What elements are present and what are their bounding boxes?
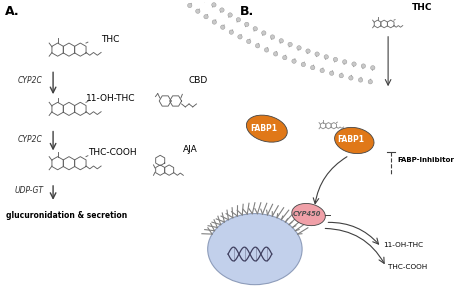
Circle shape: [273, 52, 278, 56]
Ellipse shape: [246, 115, 287, 142]
Text: UDP-GT: UDP-GT: [14, 186, 43, 195]
Text: THC: THC: [412, 3, 432, 12]
Text: A.: A.: [5, 5, 20, 18]
Circle shape: [349, 76, 353, 80]
Ellipse shape: [208, 214, 302, 285]
Circle shape: [180, 0, 184, 2]
Circle shape: [288, 42, 292, 47]
Circle shape: [236, 17, 241, 22]
Circle shape: [246, 39, 251, 44]
Text: FABP1: FABP1: [337, 136, 365, 144]
Circle shape: [333, 57, 337, 62]
Circle shape: [270, 35, 274, 39]
Text: AJA: AJA: [183, 145, 198, 154]
Circle shape: [315, 52, 319, 56]
Circle shape: [220, 8, 224, 12]
Ellipse shape: [292, 203, 325, 226]
Circle shape: [292, 59, 296, 63]
Circle shape: [262, 31, 266, 35]
Circle shape: [343, 60, 347, 64]
Text: 11-OH-THC: 11-OH-THC: [86, 94, 136, 103]
Circle shape: [253, 26, 257, 31]
Circle shape: [188, 3, 192, 8]
Text: THC-COOH: THC-COOH: [388, 264, 428, 270]
Circle shape: [306, 49, 310, 53]
Circle shape: [339, 74, 344, 78]
Circle shape: [212, 3, 216, 7]
Text: THC: THC: [101, 35, 119, 44]
Circle shape: [212, 20, 217, 24]
Text: glucuronidation & secretion: glucuronidation & secretion: [6, 210, 128, 219]
Circle shape: [301, 62, 306, 67]
Circle shape: [245, 22, 249, 26]
Circle shape: [264, 48, 269, 52]
Text: FABP-Inhibitor: FABP-Inhibitor: [397, 157, 454, 163]
Circle shape: [228, 13, 232, 17]
Circle shape: [361, 64, 365, 68]
Circle shape: [352, 62, 356, 66]
Circle shape: [329, 71, 334, 75]
Circle shape: [238, 35, 242, 39]
Circle shape: [196, 9, 200, 13]
Circle shape: [220, 25, 225, 29]
Circle shape: [358, 78, 363, 82]
Text: CBD: CBD: [188, 76, 208, 85]
Circle shape: [320, 68, 324, 73]
Text: FABP1: FABP1: [250, 124, 277, 133]
Circle shape: [371, 65, 375, 70]
Text: THC-COOH: THC-COOH: [88, 148, 137, 157]
Text: CYP2C: CYP2C: [17, 136, 42, 144]
Circle shape: [310, 65, 315, 70]
Circle shape: [368, 80, 373, 84]
Ellipse shape: [335, 127, 374, 154]
Circle shape: [297, 46, 301, 50]
Text: CYP2C: CYP2C: [17, 76, 42, 85]
Circle shape: [283, 56, 287, 60]
Circle shape: [229, 30, 234, 34]
Circle shape: [255, 44, 260, 48]
Circle shape: [204, 0, 208, 2]
Text: 11-OH-THC: 11-OH-THC: [383, 242, 423, 248]
Circle shape: [279, 39, 283, 43]
Text: CYP450: CYP450: [292, 211, 321, 217]
Circle shape: [204, 15, 208, 19]
Circle shape: [324, 55, 328, 59]
Text: B.: B.: [240, 5, 254, 18]
